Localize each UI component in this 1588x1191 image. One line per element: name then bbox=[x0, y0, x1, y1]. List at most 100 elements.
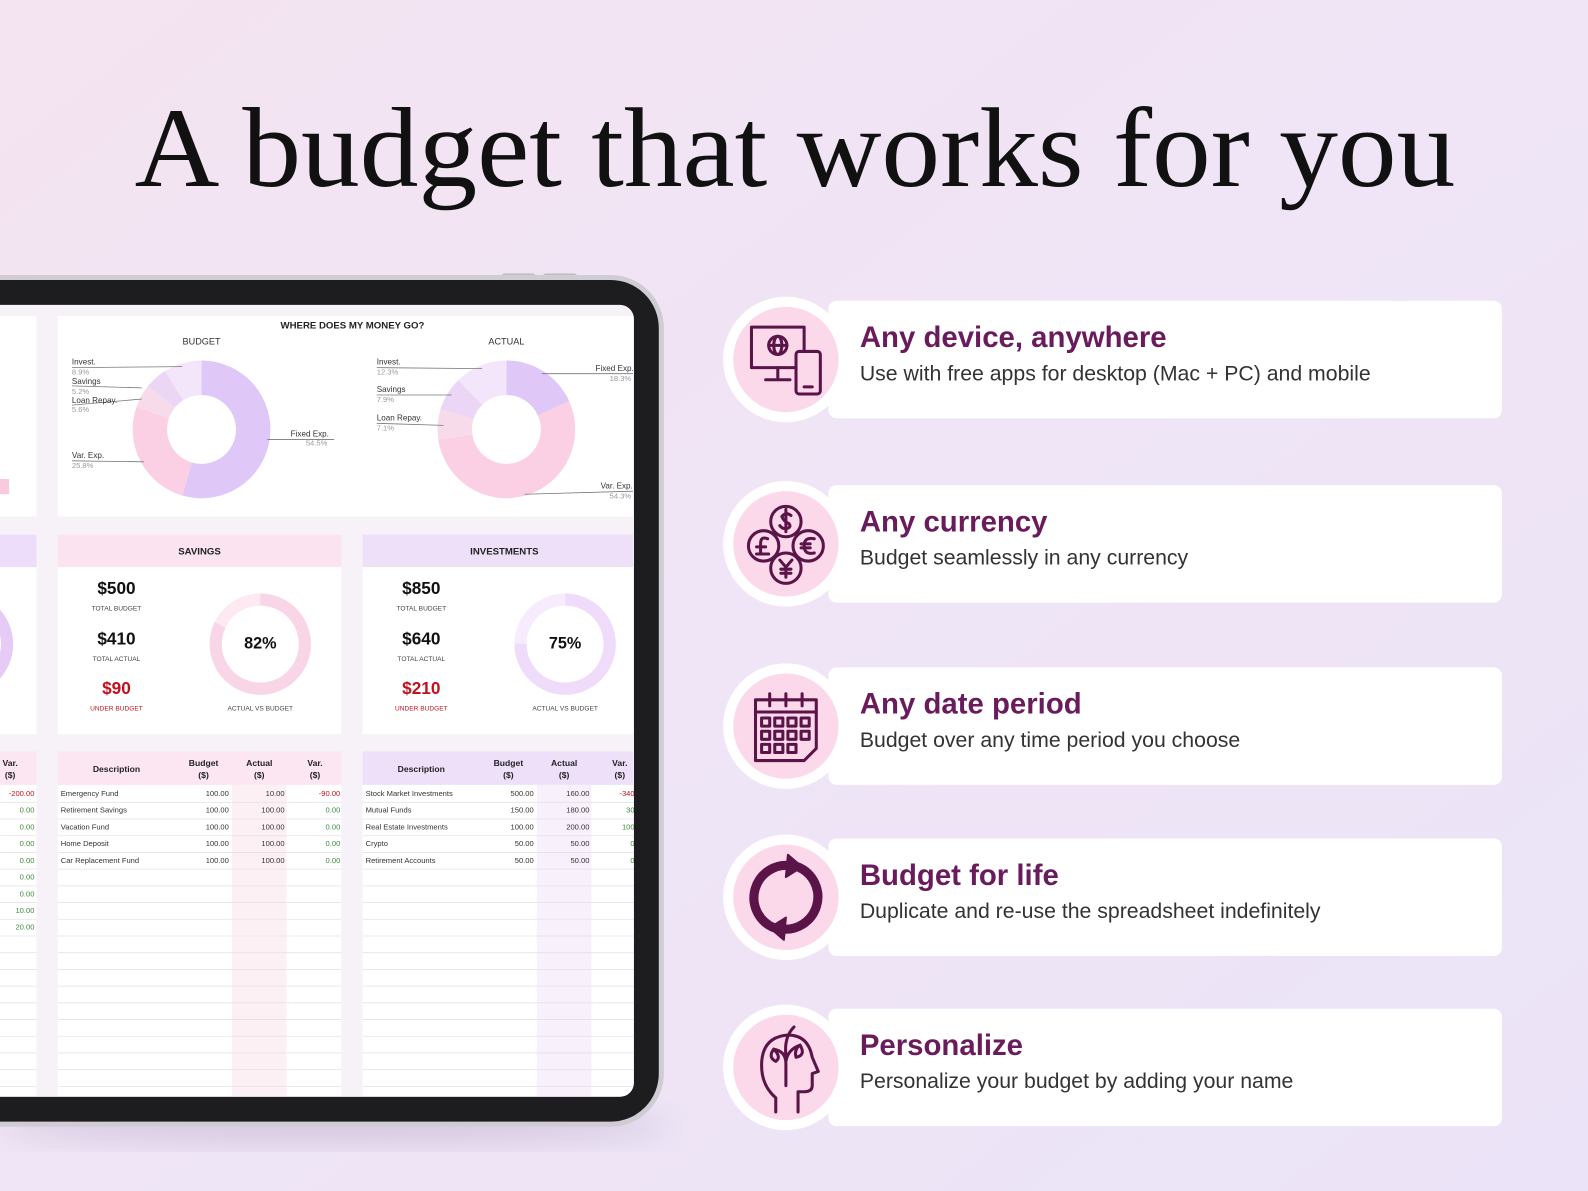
panel-caption: UNDER BUDGET bbox=[90, 706, 143, 713]
segment-label: Savings bbox=[72, 377, 101, 386]
table-cell: Retirement Accounts bbox=[366, 856, 436, 865]
donut-segment bbox=[437, 409, 474, 440]
screen: WHERE DOES MY MONEY GO? BUDGET Fixed Exp.… bbox=[0, 315, 645, 1096]
table-cell: 0.00 bbox=[630, 839, 645, 848]
segment-label: Savings bbox=[377, 385, 406, 394]
table-cell: 50.00 bbox=[570, 839, 589, 848]
table-header bbox=[362, 751, 633, 785]
panel-title: INVESTMENTS bbox=[470, 546, 539, 557]
page-title: A budget that works for you bbox=[135, 85, 1456, 211]
table-cell: 0.00 bbox=[326, 856, 341, 865]
table-cell: 10.00 bbox=[15, 906, 34, 915]
table-cell: 0.00 bbox=[20, 839, 35, 848]
table-header: ($) bbox=[559, 770, 570, 780]
decor-ring bbox=[0, 592, 14, 696]
panel bbox=[57, 567, 342, 735]
feature-description: Budget over any time period you choose bbox=[860, 728, 1240, 752]
table-cell: Vacation Fund bbox=[61, 822, 109, 831]
table-cell: Real Estate Investments bbox=[366, 822, 448, 831]
leader-line bbox=[71, 366, 183, 369]
feature-card bbox=[828, 667, 1502, 785]
feature-card bbox=[828, 838, 1502, 957]
feature-description: Duplicate and re-use the spreadsheet ind… bbox=[860, 899, 1321, 923]
icon-refresh bbox=[723, 834, 849, 961]
leader-line bbox=[376, 367, 483, 370]
donut-segment bbox=[165, 360, 202, 401]
table-header: Budget bbox=[494, 758, 524, 768]
table-header bbox=[57, 751, 342, 785]
table-cell: -340.00 bbox=[619, 789, 645, 798]
segment-label: Loan Repay. bbox=[72, 396, 117, 405]
table-bg bbox=[362, 751, 633, 1096]
table-cell: 100.00 bbox=[261, 806, 284, 815]
column-band bbox=[231, 784, 287, 1096]
icon-device bbox=[723, 296, 849, 423]
feature-title: Any currency bbox=[860, 505, 1048, 538]
table-cell: 100.00 bbox=[206, 806, 229, 815]
table-header: Description bbox=[93, 764, 140, 774]
segment-value-label: 8.9% bbox=[72, 368, 90, 377]
donut-segment bbox=[136, 385, 175, 419]
table-cell: 30.00 bbox=[626, 806, 645, 815]
segment-value-label: 7.9% bbox=[377, 395, 395, 404]
donut-segment bbox=[506, 360, 570, 416]
panel-header bbox=[0, 534, 37, 568]
table-cell: Stock Market Investments bbox=[366, 789, 453, 798]
leader-line bbox=[71, 385, 142, 389]
table-header: Var. bbox=[612, 758, 627, 768]
table-header: ($) bbox=[615, 770, 626, 780]
table-cell: 50.00 bbox=[570, 856, 589, 865]
panel-title: SAVINGS bbox=[178, 546, 221, 557]
table-cell: -90.00 bbox=[319, 789, 341, 798]
chart-title: WHERE DOES MY MONEY GO? bbox=[281, 321, 425, 332]
leader-line bbox=[376, 422, 444, 426]
progress-label: 75% bbox=[549, 634, 581, 652]
segment-value-label: 25.8% bbox=[72, 461, 94, 470]
table-cell: 0.00 bbox=[20, 873, 35, 882]
panel bbox=[362, 567, 633, 735]
table-cell: 50.00 bbox=[515, 856, 534, 865]
table-cell: 100.00 bbox=[622, 822, 645, 831]
segment-value-label: 5.2% bbox=[72, 387, 90, 396]
table-cell: 100.00 bbox=[206, 856, 229, 865]
table-cell: 10.00 bbox=[266, 789, 285, 798]
donut-segment bbox=[438, 401, 576, 499]
panel-value: $640 bbox=[402, 629, 440, 649]
segment-label: Loan Repay. bbox=[377, 413, 422, 422]
table-cell: 0.00 bbox=[326, 806, 341, 815]
feature-title: Personalize bbox=[860, 1029, 1023, 1062]
donut-segment bbox=[458, 360, 507, 405]
progress-label: 82% bbox=[244, 634, 276, 652]
icon-calendar bbox=[723, 663, 849, 789]
segment-label: Invest. bbox=[377, 358, 401, 367]
donut-segment bbox=[440, 380, 483, 420]
icon-personalize bbox=[723, 1004, 849, 1131]
feature-description: Personalize your budget by adding your n… bbox=[860, 1069, 1294, 1093]
column-band bbox=[536, 784, 592, 1096]
segment-label: Var. Exp. bbox=[601, 481, 633, 490]
table-header: ($) bbox=[310, 770, 321, 780]
table-header: Budget bbox=[189, 758, 219, 768]
table-cell: 500.00 bbox=[511, 789, 534, 798]
table-cell: 0.00 bbox=[326, 839, 341, 848]
table-header: ($) bbox=[254, 770, 265, 780]
panel-value: $210 bbox=[402, 678, 440, 698]
segment-label: Fixed Exp. bbox=[291, 430, 329, 439]
segment-value-label: 5.6% bbox=[72, 405, 90, 414]
leader-line bbox=[71, 398, 142, 406]
icon-currency bbox=[723, 481, 849, 607]
segment-label: Var. Exp. bbox=[72, 451, 104, 460]
panel-caption: TOTAL BUDGET bbox=[92, 605, 142, 612]
panel-caption: ACTUAL VS BUDGET bbox=[227, 706, 293, 713]
table-cell: 150.00 bbox=[511, 806, 534, 815]
table-cell: 0.00 bbox=[326, 822, 341, 831]
feature-title: Any device, anywhere bbox=[860, 321, 1167, 354]
segment-label: Invest. bbox=[72, 358, 96, 367]
table-header: Actual bbox=[551, 758, 577, 768]
feature-icons bbox=[723, 296, 849, 1131]
table-header: Actual bbox=[246, 758, 272, 768]
table-cell: Retirement Savings bbox=[61, 806, 127, 815]
segment-value-label: 54.5% bbox=[306, 439, 328, 448]
feature-card bbox=[828, 300, 1502, 419]
table-cell: 100.00 bbox=[261, 856, 284, 865]
